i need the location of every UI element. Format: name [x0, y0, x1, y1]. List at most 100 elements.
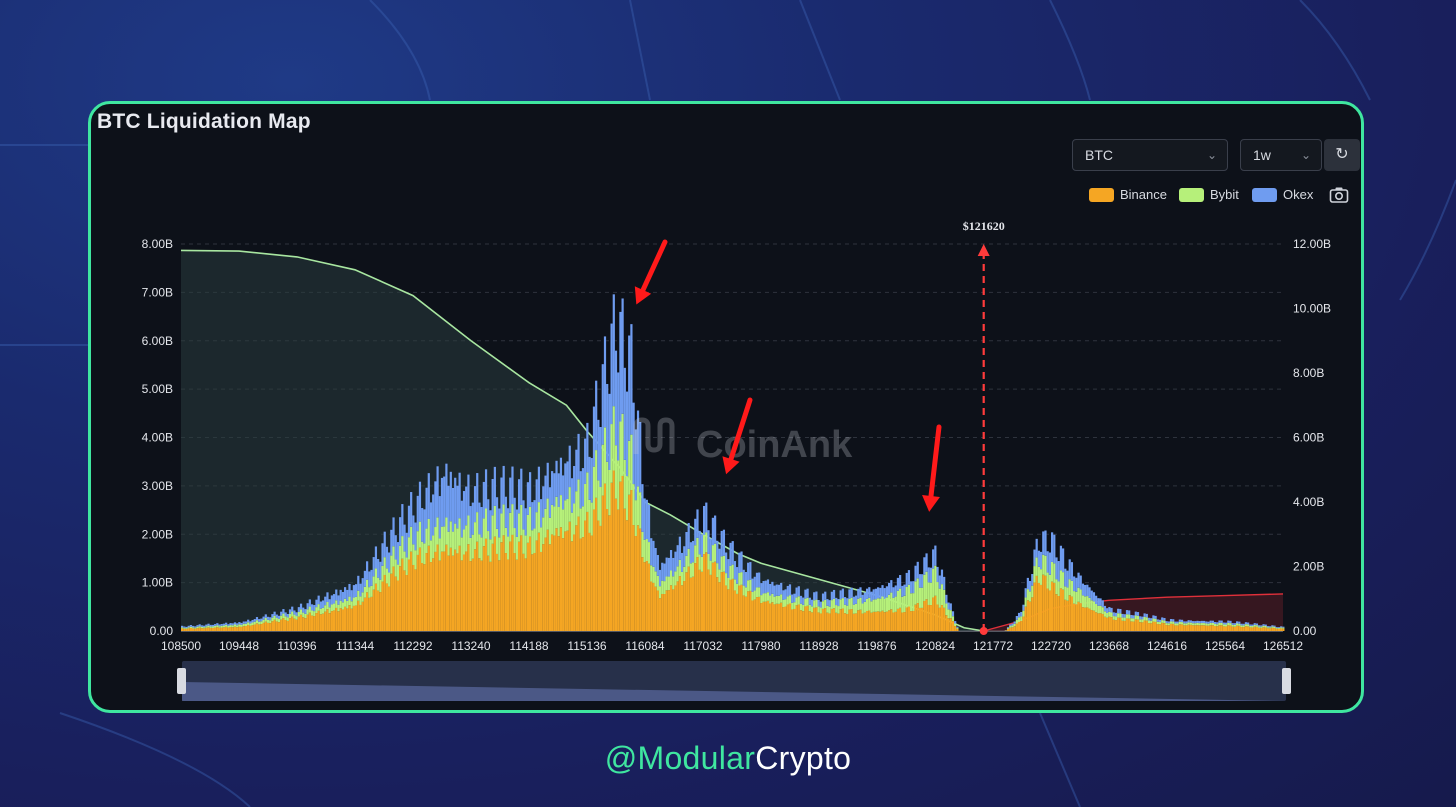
bar-okex: [385, 546, 389, 569]
bar-okex: [689, 542, 692, 564]
bar-bybit: [1225, 624, 1228, 627]
bar-binance: [1178, 624, 1181, 631]
bar-bybit: [280, 615, 283, 620]
bar-okex: [614, 350, 618, 446]
bar-bybit: [846, 605, 849, 614]
bar-binance: [733, 590, 737, 631]
bar-bybit: [1024, 597, 1027, 607]
bar-okex: [903, 584, 906, 596]
bar-binance: [791, 609, 794, 631]
bar-okex: [802, 597, 805, 605]
refresh-button[interactable]: ↻: [1324, 139, 1360, 171]
bar-binance: [769, 603, 772, 631]
bar-okex: [335, 589, 338, 601]
bar-okex: [343, 587, 347, 599]
bar-binance: [423, 564, 426, 631]
bar-bybit: [1152, 618, 1155, 622]
bar-okex: [399, 517, 402, 546]
bar-binance: [1238, 625, 1241, 631]
bar-okex: [1114, 612, 1118, 617]
bar-okex: [220, 624, 223, 626]
bar-binance: [586, 511, 589, 631]
bar-bybit: [1165, 623, 1168, 626]
bar-binance: [892, 612, 895, 631]
bar-okex: [1006, 627, 1010, 629]
bar-binance: [846, 613, 849, 631]
bar-bybit: [1103, 611, 1107, 617]
bar-okex: [1207, 621, 1210, 624]
bar-bybit: [714, 543, 717, 562]
legend-binance[interactable]: Binance: [1089, 187, 1167, 202]
bar-bybit: [493, 505, 496, 537]
bar-binance: [696, 557, 699, 631]
bar-binance: [363, 597, 367, 631]
bar-okex: [326, 592, 329, 603]
symbol-select[interactable]: BTC ⌄: [1072, 139, 1228, 171]
bar-binance: [412, 564, 415, 631]
bar-bybit: [590, 502, 593, 536]
bar-okex: [1150, 618, 1153, 621]
bar-binance: [211, 627, 215, 631]
bar-binance: [425, 553, 428, 631]
bar-okex: [806, 588, 809, 598]
bar-binance: [870, 612, 873, 631]
bar-bybit: [1191, 623, 1195, 626]
bar-bybit: [859, 597, 862, 610]
bar-okex: [910, 581, 913, 594]
bar-bybit: [669, 570, 673, 586]
bar-okex: [740, 551, 743, 573]
bar-okex: [493, 466, 496, 506]
bar-binance: [1185, 625, 1188, 631]
camera-icon[interactable]: [1329, 186, 1349, 204]
bar-bybit: [907, 584, 911, 607]
bar-binance: [522, 553, 525, 631]
bar-okex: [476, 473, 479, 513]
bar-okex: [1081, 583, 1085, 596]
bar-bybit: [654, 571, 657, 587]
bar-bybit: [780, 594, 783, 603]
interval-select[interactable]: 1w ⌄: [1240, 139, 1322, 171]
bar-bybit: [588, 499, 591, 533]
bar-binance: [1132, 621, 1135, 631]
bar-bybit: [1017, 617, 1021, 622]
bar-okex: [1051, 532, 1054, 562]
bar-bybit: [482, 518, 485, 547]
bar-okex: [918, 574, 922, 588]
bar-binance: [255, 623, 259, 631]
bar-binance: [487, 555, 490, 631]
bar-bybit: [255, 620, 259, 624]
bar-binance: [359, 604, 362, 631]
bar-bybit: [711, 545, 715, 563]
legend-okex[interactable]: Okex: [1252, 187, 1313, 202]
bar-binance: [405, 575, 408, 631]
bar-okex: [462, 491, 466, 530]
bar-bybit: [951, 616, 955, 622]
bar-bybit: [220, 625, 223, 628]
bar-okex: [921, 574, 924, 588]
bar-binance: [207, 627, 210, 631]
bar-okex: [854, 595, 858, 604]
legend-bybit[interactable]: Bybit: [1179, 187, 1239, 202]
bar-okex: [216, 623, 219, 626]
bar-binance: [348, 605, 351, 631]
bar-bybit: [491, 515, 494, 544]
bar-okex: [1266, 626, 1270, 628]
bar-binance: [804, 606, 807, 631]
bar-binance: [1277, 628, 1281, 631]
bar-okex: [634, 429, 637, 501]
bar-okex: [374, 546, 378, 569]
bar-bybit: [674, 571, 677, 586]
bar-okex: [487, 499, 490, 532]
bar-bybit: [1042, 554, 1045, 575]
bar-okex: [846, 598, 849, 606]
legend-label: Okex: [1283, 187, 1314, 202]
bar-okex: [821, 593, 825, 602]
bar-bybit: [685, 555, 688, 573]
bar-binance: [896, 608, 900, 631]
x-tick-label: 109448: [219, 639, 259, 653]
bar-okex: [606, 383, 609, 462]
bar-okex: [502, 465, 505, 505]
bar-bybit: [544, 508, 547, 538]
bar-binance: [599, 525, 602, 631]
bar-okex: [1059, 545, 1063, 571]
